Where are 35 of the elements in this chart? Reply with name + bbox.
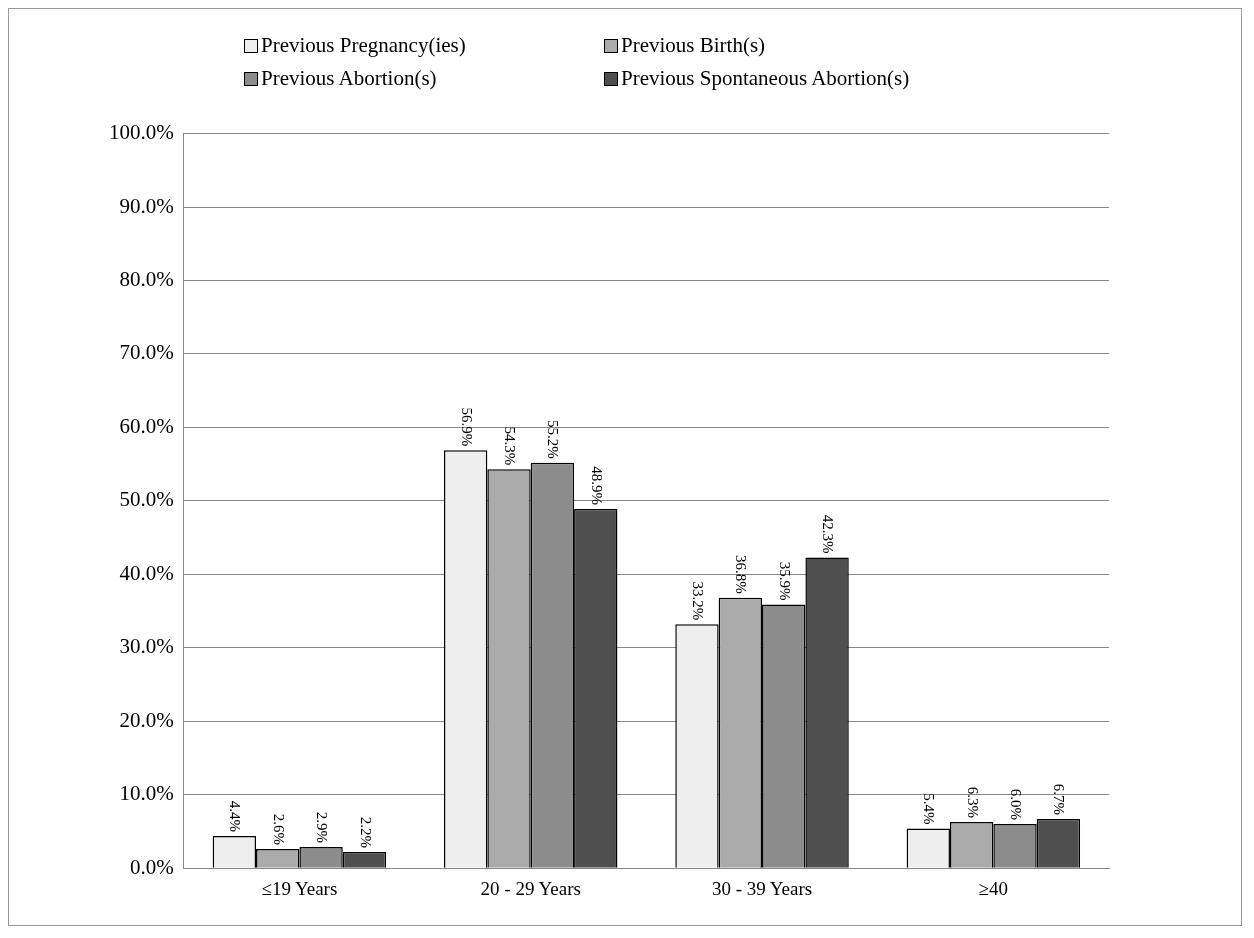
text: 54.3%: [502, 426, 519, 466]
y-tick-label: 0.0%: [129, 854, 174, 879]
x-tick-label: ≥40: [978, 877, 1009, 899]
x-tick-label: ≤19 Years: [261, 877, 338, 899]
legend-label: Previous Abortion(s): [261, 66, 437, 91]
text: 36.8%: [733, 555, 750, 594]
text: 2.9%: [314, 811, 331, 843]
legend-label: Previous Birth(s): [621, 33, 766, 58]
y-tick-label: 50.0%: [119, 487, 174, 512]
text: 6.0%: [1008, 788, 1025, 821]
y-tick-label: 30.0%: [119, 634, 174, 659]
y-tick-label: 20.0%: [119, 707, 174, 732]
y-tick-label: 80.0%: [119, 267, 174, 292]
x-tick-label: 30 - 39 Years: [711, 877, 813, 899]
y-tick-label: 70.0%: [119, 340, 174, 365]
text: 6.7%: [1051, 783, 1068, 815]
text: 2.6%: [270, 813, 287, 846]
text: 42.3%: [820, 514, 837, 554]
text: 33.2%: [690, 581, 707, 621]
legend-label: Previous Pregnancy(ies): [261, 33, 466, 58]
y-tick-label: 40.0%: [119, 560, 174, 585]
text: 5.4%: [921, 793, 938, 825]
y-tick-label: 90.0%: [119, 193, 174, 218]
y-tick-label: 10.0%: [119, 781, 174, 806]
x-tick-label: 20 - 29 Years: [480, 877, 581, 899]
text: 48.9%: [588, 466, 605, 505]
text: 6.3%: [964, 786, 981, 818]
text: 2.2%: [357, 816, 374, 849]
y-tick-label: 100.0%: [108, 120, 174, 145]
text: 55.2%: [545, 419, 562, 459]
text: 4.4%: [227, 800, 244, 832]
text: 56.9%: [458, 407, 475, 447]
text: 35.9%: [776, 561, 793, 601]
y-tick-label: 60.0%: [119, 413, 174, 438]
legend-label: Previous Spontaneous Abortion(s): [621, 66, 910, 91]
